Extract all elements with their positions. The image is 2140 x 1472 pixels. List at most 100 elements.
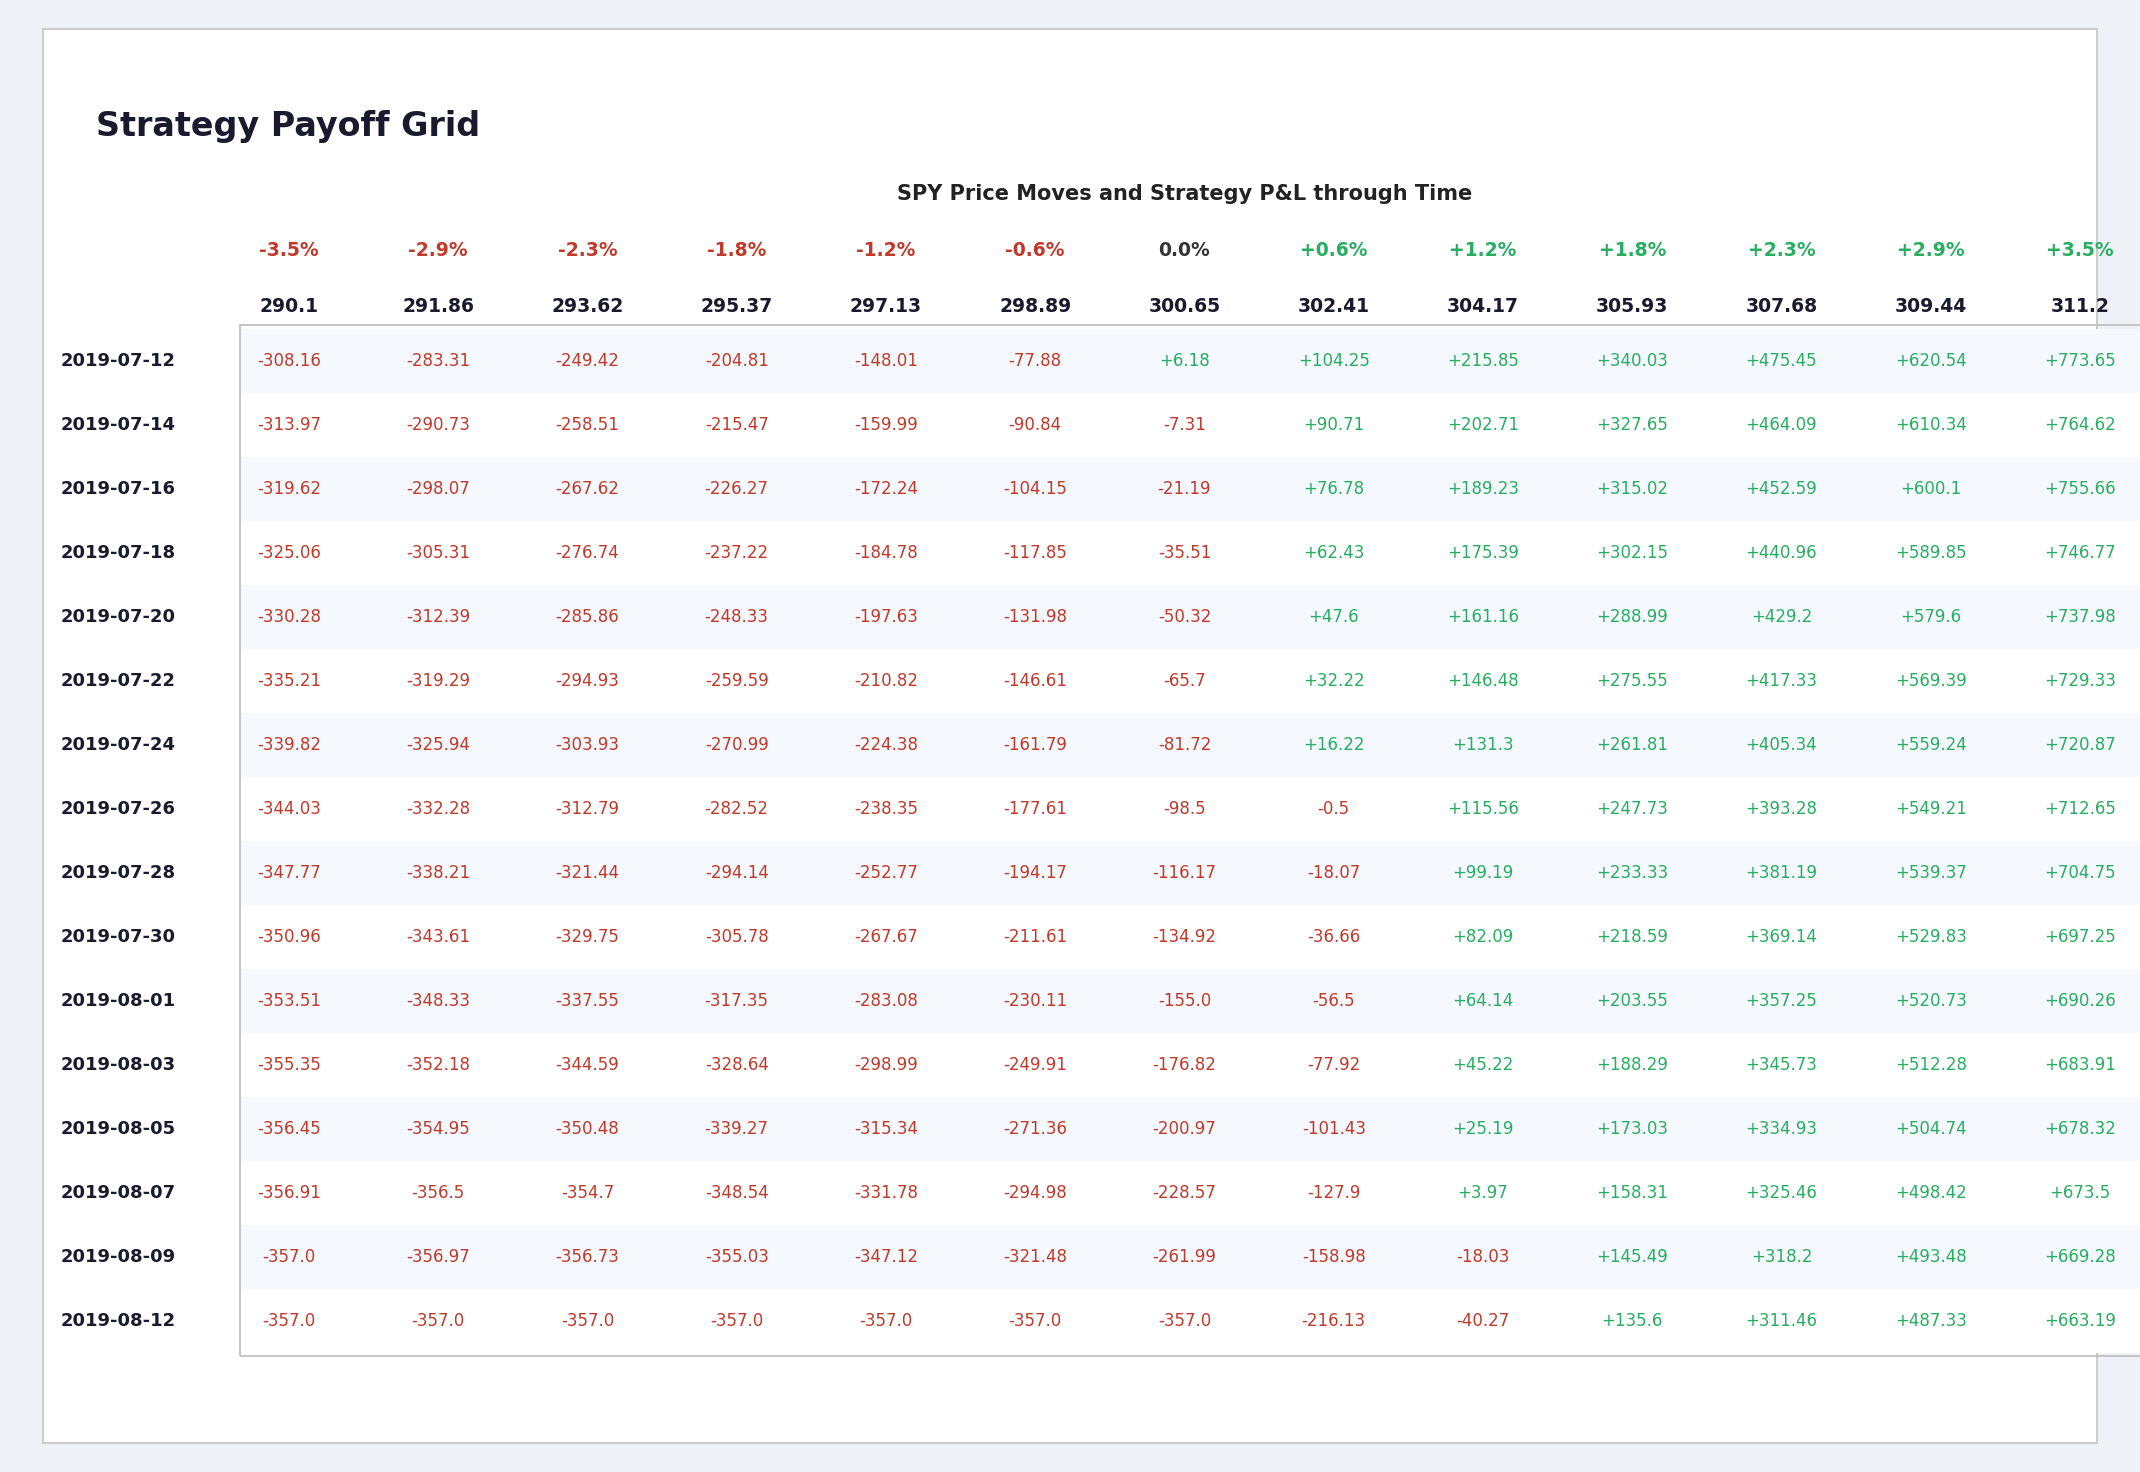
Text: +1.8%: +1.8% bbox=[1599, 241, 1665, 259]
Text: +158.31: +158.31 bbox=[1596, 1183, 1669, 1203]
Text: +429.2: +429.2 bbox=[1751, 608, 1813, 626]
Text: +405.34: +405.34 bbox=[1746, 736, 1817, 754]
Text: +233.33: +233.33 bbox=[1596, 864, 1669, 882]
Text: -65.7: -65.7 bbox=[1164, 671, 1205, 690]
Text: +357.25: +357.25 bbox=[1746, 992, 1817, 1010]
Text: +302.15: +302.15 bbox=[1596, 543, 1669, 562]
Text: -35.51: -35.51 bbox=[1158, 543, 1211, 562]
Text: 300.65: 300.65 bbox=[1149, 297, 1220, 315]
Text: -348.54: -348.54 bbox=[704, 1183, 768, 1203]
Text: +175.39: +175.39 bbox=[1447, 543, 1519, 562]
Text: -237.22: -237.22 bbox=[704, 543, 768, 562]
Text: -308.16: -308.16 bbox=[257, 352, 321, 369]
Text: -249.91: -249.91 bbox=[1004, 1055, 1068, 1075]
Text: -176.82: -176.82 bbox=[1153, 1055, 1216, 1075]
Text: +569.39: +569.39 bbox=[1894, 671, 1967, 690]
Text: -329.75: -329.75 bbox=[556, 927, 618, 946]
Text: +669.28: +669.28 bbox=[2044, 1248, 2116, 1266]
Text: +464.09: +464.09 bbox=[1746, 415, 1817, 434]
Text: -131.98: -131.98 bbox=[1004, 608, 1068, 626]
Text: -343.61: -343.61 bbox=[407, 927, 471, 946]
Text: +62.43: +62.43 bbox=[1303, 543, 1365, 562]
Text: -197.63: -197.63 bbox=[854, 608, 918, 626]
Text: -252.77: -252.77 bbox=[854, 864, 918, 882]
Text: -356.73: -356.73 bbox=[556, 1248, 618, 1266]
Text: 2019-08-03: 2019-08-03 bbox=[60, 1055, 175, 1075]
Text: +288.99: +288.99 bbox=[1596, 608, 1669, 626]
Text: 2019-08-07: 2019-08-07 bbox=[60, 1183, 175, 1203]
Text: -248.33: -248.33 bbox=[704, 608, 768, 626]
Text: +261.81: +261.81 bbox=[1596, 736, 1669, 754]
Text: -294.93: -294.93 bbox=[556, 671, 618, 690]
Text: +327.65: +327.65 bbox=[1596, 415, 1669, 434]
Text: -357.0: -357.0 bbox=[1158, 1312, 1211, 1331]
Text: +2.9%: +2.9% bbox=[1896, 241, 1965, 259]
Text: -317.35: -317.35 bbox=[704, 992, 768, 1010]
Text: -18.03: -18.03 bbox=[1457, 1248, 1509, 1266]
Text: +539.37: +539.37 bbox=[1894, 864, 1967, 882]
Text: +203.55: +203.55 bbox=[1596, 992, 1669, 1010]
Text: -117.85: -117.85 bbox=[1004, 543, 1068, 562]
Text: -200.97: -200.97 bbox=[1153, 1120, 1216, 1138]
Text: -357.0: -357.0 bbox=[561, 1312, 614, 1331]
Text: +311.46: +311.46 bbox=[1746, 1312, 1817, 1331]
Text: -294.98: -294.98 bbox=[1004, 1183, 1068, 1203]
Text: +32.22: +32.22 bbox=[1303, 671, 1365, 690]
Text: 309.44: 309.44 bbox=[1894, 297, 1967, 315]
Text: +202.71: +202.71 bbox=[1447, 415, 1519, 434]
Text: -270.99: -270.99 bbox=[704, 736, 768, 754]
Text: -159.99: -159.99 bbox=[854, 415, 918, 434]
Text: +275.55: +275.55 bbox=[1596, 671, 1669, 690]
Text: -90.84: -90.84 bbox=[1008, 415, 1061, 434]
Text: +493.48: +493.48 bbox=[1894, 1248, 1967, 1266]
Text: +318.2: +318.2 bbox=[1751, 1248, 1813, 1266]
Text: -294.14: -294.14 bbox=[704, 864, 768, 882]
Text: +6.18: +6.18 bbox=[1160, 352, 1209, 369]
Text: -127.9: -127.9 bbox=[1308, 1183, 1361, 1203]
Text: -356.45: -356.45 bbox=[257, 1120, 321, 1138]
Text: 2019-08-09: 2019-08-09 bbox=[60, 1248, 175, 1266]
Text: -104.15: -104.15 bbox=[1004, 480, 1068, 498]
Text: +369.14: +369.14 bbox=[1746, 927, 1817, 946]
Text: 302.41: 302.41 bbox=[1297, 297, 1370, 315]
Text: -357.0: -357.0 bbox=[263, 1248, 315, 1266]
Text: +620.54: +620.54 bbox=[1894, 352, 1967, 369]
Text: -283.08: -283.08 bbox=[854, 992, 918, 1010]
Text: -215.47: -215.47 bbox=[704, 415, 768, 434]
Text: +737.98: +737.98 bbox=[2044, 608, 2116, 626]
Text: 311.2: 311.2 bbox=[2050, 297, 2110, 315]
Text: 2019-07-28: 2019-07-28 bbox=[60, 864, 175, 882]
Text: -194.17: -194.17 bbox=[1004, 864, 1068, 882]
Text: -261.99: -261.99 bbox=[1153, 1248, 1216, 1266]
Text: -2.3%: -2.3% bbox=[559, 241, 616, 259]
Text: +3.5%: +3.5% bbox=[2046, 241, 2114, 259]
Text: -312.79: -312.79 bbox=[556, 799, 618, 818]
Text: -158.98: -158.98 bbox=[1301, 1248, 1365, 1266]
Text: -354.95: -354.95 bbox=[407, 1120, 471, 1138]
Text: -259.59: -259.59 bbox=[704, 671, 768, 690]
Text: +773.65: +773.65 bbox=[2044, 352, 2116, 369]
Text: +82.09: +82.09 bbox=[1453, 927, 1513, 946]
Text: -116.17: -116.17 bbox=[1153, 864, 1216, 882]
Text: 2019-08-05: 2019-08-05 bbox=[60, 1120, 175, 1138]
Text: +755.66: +755.66 bbox=[2044, 480, 2116, 498]
Text: +161.16: +161.16 bbox=[1447, 608, 1519, 626]
Text: -328.64: -328.64 bbox=[704, 1055, 768, 1075]
Text: -271.36: -271.36 bbox=[1004, 1120, 1068, 1138]
Text: -3.5%: -3.5% bbox=[259, 241, 319, 259]
Text: -285.86: -285.86 bbox=[556, 608, 618, 626]
Text: +417.33: +417.33 bbox=[1746, 671, 1817, 690]
Text: -356.91: -356.91 bbox=[257, 1183, 321, 1203]
Text: -2.9%: -2.9% bbox=[409, 241, 469, 259]
Text: 2019-07-26: 2019-07-26 bbox=[60, 799, 175, 818]
Text: +697.25: +697.25 bbox=[2044, 927, 2116, 946]
Text: +16.22: +16.22 bbox=[1303, 736, 1365, 754]
Text: 304.17: 304.17 bbox=[1447, 297, 1519, 315]
Text: 2019-07-30: 2019-07-30 bbox=[60, 927, 175, 946]
Text: -356.97: -356.97 bbox=[407, 1248, 471, 1266]
Text: +325.46: +325.46 bbox=[1746, 1183, 1817, 1203]
Text: +512.28: +512.28 bbox=[1894, 1055, 1967, 1075]
Text: 2019-07-18: 2019-07-18 bbox=[60, 543, 175, 562]
Text: 2019-07-14: 2019-07-14 bbox=[60, 415, 175, 434]
Text: +99.19: +99.19 bbox=[1453, 864, 1513, 882]
